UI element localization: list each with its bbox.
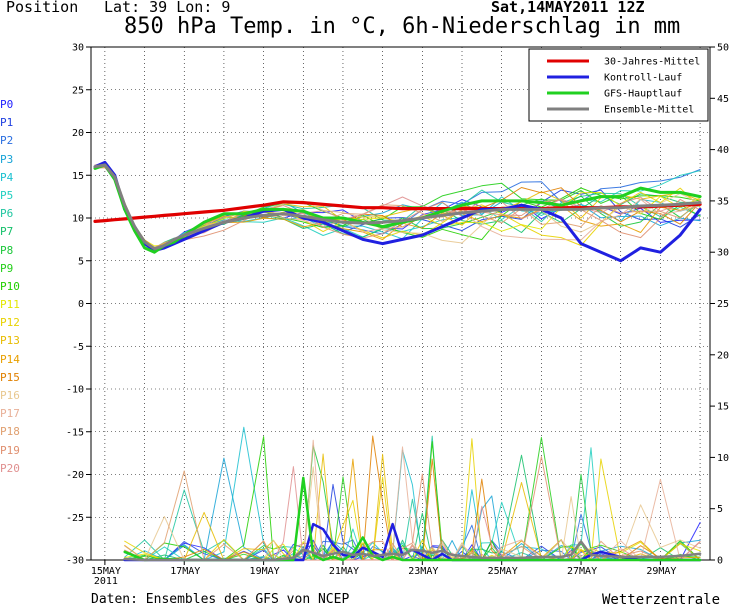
x-tick-label: 29MAY bbox=[646, 566, 676, 577]
member-label-p15: P15 bbox=[0, 370, 20, 384]
y-left-tick-label: 30 bbox=[72, 43, 84, 54]
x-tick-label: 19MAY bbox=[250, 566, 280, 577]
y-left-tick-label: -20 bbox=[66, 470, 84, 481]
y-left-tick-label: 5 bbox=[78, 256, 84, 267]
y-right-tick-label: 45 bbox=[717, 94, 729, 105]
y-right-tick-label: 30 bbox=[717, 248, 729, 259]
legend-label: Ensemble-Mittel bbox=[604, 105, 694, 116]
member-label-p16: P16 bbox=[0, 389, 20, 402]
member-label-p5: P5 bbox=[0, 188, 14, 202]
member-label-p6: P6 bbox=[0, 207, 14, 221]
member-label-p13: P13 bbox=[0, 334, 20, 348]
ensemble-member-list: P0 P1 P2 P3 P4 P5 P6 P7 P8 P9 P10 P11 P12 P13 P14 P15 P1… bbox=[0, 96, 40, 478]
member-precip-line-p8 bbox=[124, 445, 701, 561]
data-source-note: Daten: Ensembles des GFS von NCEP bbox=[91, 592, 350, 607]
member-label-p8: P8 bbox=[0, 243, 14, 257]
y-left-tick-label: -15 bbox=[66, 427, 84, 438]
y-left-tick-label: 10 bbox=[72, 214, 84, 225]
y-left-tick-label: 20 bbox=[72, 128, 84, 139]
member-label-p2: P2 bbox=[0, 134, 14, 148]
member-label-p17: P17 bbox=[0, 407, 20, 421]
x-tick-label: 15MAY bbox=[91, 566, 121, 577]
y-left-tick-label: -25 bbox=[66, 513, 84, 524]
y-right-tick-label: 35 bbox=[717, 196, 729, 207]
y-right-tick-label: 20 bbox=[717, 350, 729, 361]
member-label-p3: P3 bbox=[0, 152, 14, 166]
x-tick-label: 25MAY bbox=[488, 566, 518, 577]
y-right-tick-label: 10 bbox=[717, 453, 729, 464]
member-label-p20: P20 bbox=[0, 461, 20, 475]
member-label-p9: P9 bbox=[0, 261, 14, 275]
chart-title: 850 hPa Temp. in °C, 6h-Niederschlag in … bbox=[124, 14, 681, 39]
y-right-tick-label: 50 bbox=[717, 43, 729, 54]
member-label-p14: P14 bbox=[0, 352, 20, 366]
temp-line-gfs-hauptlauf bbox=[93, 163, 702, 254]
y-left-tick-label: 15 bbox=[72, 171, 84, 182]
member-label-p1: P1 bbox=[0, 116, 14, 130]
member-label-p12: P12 bbox=[0, 316, 20, 330]
y-left-tick-label: 0 bbox=[78, 299, 84, 310]
precip-line-ensemble-mittel bbox=[123, 540, 702, 562]
y-left-tick-label: -30 bbox=[66, 556, 84, 567]
run-date: Sat,14MAY2011 12Z bbox=[491, 0, 645, 16]
y-left-tick-label: -10 bbox=[66, 385, 84, 396]
member-label-p4: P4 bbox=[0, 170, 14, 184]
member-label-p19: P19 bbox=[0, 443, 20, 457]
member-label-p7: P7 bbox=[0, 225, 14, 239]
x-tick-label: 21MAY bbox=[329, 566, 359, 577]
legend-label: GFS-Hauptlauf bbox=[604, 89, 682, 100]
legend-label: 30-Jahres-Mittel bbox=[604, 57, 700, 68]
x-tick-label: 17MAY bbox=[170, 566, 200, 577]
y-right-tick-label: 40 bbox=[717, 145, 729, 156]
position-label: Position bbox=[6, 0, 79, 16]
member-label-p11: P11 bbox=[0, 298, 20, 312]
legend-label: Kontroll-Lauf bbox=[604, 73, 682, 84]
y-right-tick-label: 5 bbox=[717, 504, 723, 515]
member-label-p0: P0 bbox=[0, 98, 14, 111]
y-left-tick-label: 25 bbox=[72, 85, 84, 96]
coordinates-label: Lat: 39 Lon: 9 bbox=[104, 0, 231, 16]
member-label-p18: P18 bbox=[0, 425, 20, 439]
y-right-tick-label: 0 bbox=[717, 556, 723, 567]
y-left-tick-label: -5 bbox=[72, 342, 84, 353]
member-label-p10: P10 bbox=[0, 279, 20, 293]
y-right-tick-label: 15 bbox=[717, 402, 729, 413]
y-right-tick-label: 25 bbox=[717, 299, 729, 310]
member-precip-line-p16 bbox=[124, 466, 701, 561]
temp-line-ensemble-mittel bbox=[93, 163, 702, 251]
x-tick-label: 23MAY bbox=[408, 566, 438, 577]
x-tick-sublabel: 2011 bbox=[94, 576, 118, 587]
wetterzentrale-brand: Wetterzentrale bbox=[602, 592, 721, 608]
x-tick-label: 27MAY bbox=[567, 566, 597, 577]
